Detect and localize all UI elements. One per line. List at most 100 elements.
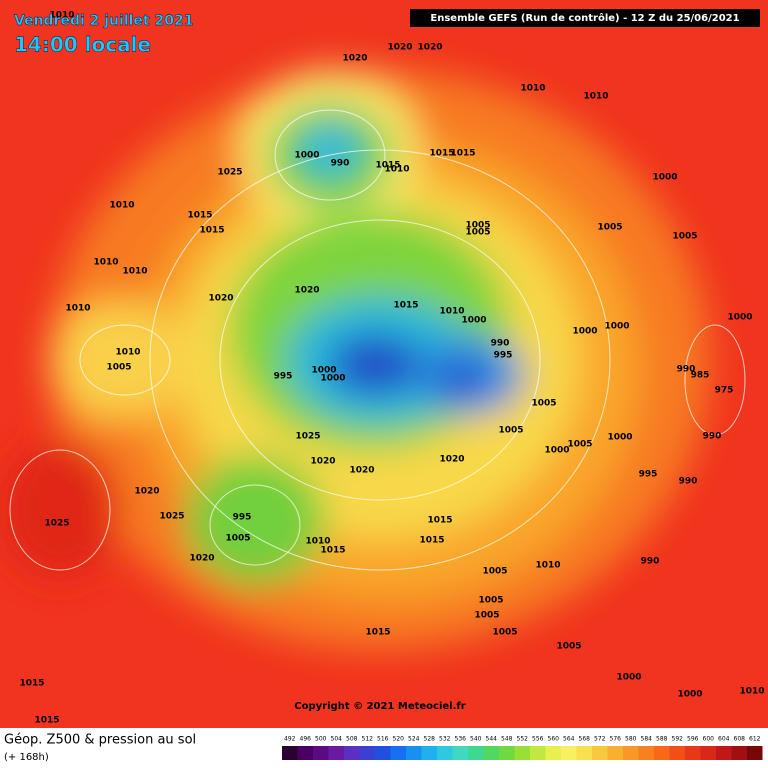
scale-label: 552 — [517, 736, 529, 743]
isobar-label: 1010 — [93, 258, 118, 268]
isobar-label: 1000 — [604, 322, 629, 332]
scale-label: 576 — [610, 736, 622, 743]
isobar-label: 1005 — [478, 596, 503, 606]
isobar-label: 1025 — [159, 512, 184, 522]
scale-label: 500 — [315, 736, 327, 743]
scale-swatch — [359, 746, 375, 760]
isobar-label: 1000 — [607, 433, 632, 443]
local-time: 14:00 locale — [14, 33, 151, 57]
copyright: Copyright © 2021 Meteociel.fr — [294, 701, 465, 712]
scale-swatch — [483, 746, 499, 760]
isobar-label: 1010 — [305, 537, 330, 547]
scale-label: 568 — [579, 736, 591, 743]
date: Vendredi 2 juillet 2021 — [14, 13, 193, 29]
isobar-label: 1025 — [44, 519, 69, 529]
isobar-label: 1000 — [727, 313, 752, 323]
isobar-label: 1015 — [429, 149, 454, 159]
isobar-label: 1010 — [739, 687, 764, 697]
scale-label: 604 — [718, 736, 730, 743]
isobar-label: 1020 — [208, 294, 233, 304]
scale-swatch — [747, 746, 763, 760]
scale-swatch — [499, 746, 515, 760]
scale-label: 524 — [408, 736, 420, 743]
isobar-label: 1010 — [122, 267, 147, 277]
scale-swatch — [654, 746, 670, 760]
isobar-label: 1000 — [677, 690, 702, 700]
isobar-label: 990 — [677, 365, 696, 375]
scale-label: 512 — [362, 736, 374, 743]
isobar-label: 1010 — [535, 561, 560, 571]
isobar-label: 1025 — [295, 432, 320, 442]
isobar-label: 1015 — [19, 679, 44, 689]
scale-swatch — [685, 746, 701, 760]
scale-label: 508 — [346, 736, 358, 743]
scale-label: 556 — [532, 736, 544, 743]
scale-label: 564 — [563, 736, 575, 743]
scale-swatch — [623, 746, 639, 760]
scale-label: 516 — [377, 736, 389, 743]
isobar-label: 995 — [274, 372, 293, 382]
isobar-label: 1005 — [492, 628, 517, 638]
isobar-label: 1015 — [187, 211, 212, 221]
isobar-label: 1005 — [531, 399, 556, 409]
scale-swatch — [669, 746, 685, 760]
scale-swatch — [421, 746, 437, 760]
scale-label: 592 — [672, 736, 684, 743]
isobar-label: 1005 — [567, 440, 592, 450]
scale-swatch — [700, 746, 716, 760]
scale-label: 572 — [594, 736, 606, 743]
scale-label: 600 — [703, 736, 715, 743]
scale-swatch — [344, 746, 360, 760]
isobar-label: 1020 — [294, 286, 319, 296]
isobar-label: 1010 — [520, 84, 545, 94]
run-info: Ensemble GEFS (Run de contrôle) - 12 Z d… — [430, 12, 739, 24]
scale-label: 560 — [548, 736, 560, 743]
isobar-label: 1010 — [583, 92, 608, 102]
isobar-label: 995 — [494, 351, 513, 361]
isobar-label: 990 — [679, 477, 698, 487]
scale-label: 520 — [393, 736, 405, 743]
scale-label: 544 — [486, 736, 498, 743]
isobar-label: 1015 — [34, 716, 59, 726]
isobar-label: 1000 — [311, 366, 336, 376]
isobar-label: 1020 — [189, 554, 214, 564]
isobar-label: 1020 — [342, 54, 367, 64]
isobar-label: 1025 — [217, 168, 242, 178]
scale-swatch — [731, 746, 747, 760]
scale-label: 608 — [734, 736, 746, 743]
isobar-label: 1020 — [417, 43, 442, 53]
isobar-label: 1015 — [320, 546, 345, 556]
scale-swatch — [328, 746, 344, 760]
scale-label: 580 — [625, 736, 637, 743]
scale-label: 588 — [656, 736, 668, 743]
isobar-label: 1005 — [556, 642, 581, 652]
isobar-label: 1000 — [652, 173, 677, 183]
scale-swatch — [561, 746, 577, 760]
isobar-label: 1010 — [65, 304, 90, 314]
scale-swatch — [607, 746, 623, 760]
isobar-label: 1015 — [427, 516, 452, 526]
isobar-label: 1015 — [450, 149, 475, 159]
isobar-label: 1005 — [672, 232, 697, 242]
isobar-label: 1000 — [544, 446, 569, 456]
scale-swatch — [638, 746, 654, 760]
scale-swatch — [282, 746, 298, 760]
scale-swatch — [530, 746, 546, 760]
isobar-label: 1015 — [199, 226, 224, 236]
scale-swatch — [452, 746, 468, 760]
isobar-label: 1005 — [106, 363, 131, 373]
scale-swatch — [313, 746, 329, 760]
isobar-label: 995 — [233, 513, 252, 523]
isobar-label: 1010 — [109, 201, 134, 211]
scale-label: 596 — [687, 736, 699, 743]
isobar-label: 1000 — [572, 327, 597, 337]
isobar-label: 1010 — [439, 307, 464, 317]
isobar-label: 1000 — [294, 151, 319, 161]
scale-label: 528 — [424, 736, 436, 743]
isobar-label: 1010 — [115, 348, 140, 358]
scale-label: 584 — [641, 736, 653, 743]
isobar-label: 1005 — [225, 534, 250, 544]
